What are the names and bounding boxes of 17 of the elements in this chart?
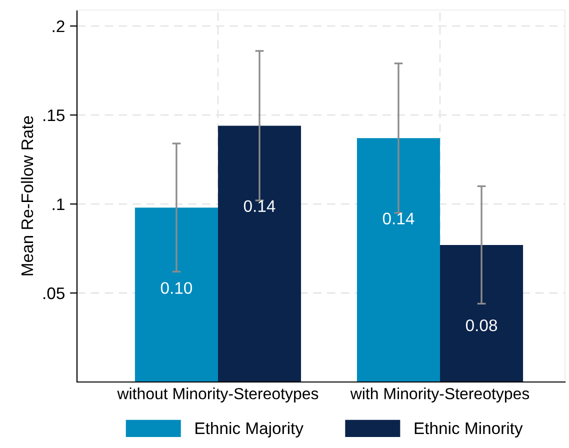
legend-label: Ethnic Majority <box>196 422 304 438</box>
y-tick-label: .05 <box>44 287 64 300</box>
y-tick-label: .2 <box>52 20 64 32</box>
legend-label: Ethnic Minority <box>414 422 523 438</box>
data-label: 0.10 <box>160 282 192 294</box>
bar <box>440 244 524 382</box>
y-tick-label: .15 <box>44 110 64 122</box>
x-tick-label: with Minority-Stereotypes <box>350 388 530 402</box>
bar <box>134 208 218 382</box>
y-tick-label: .1 <box>52 198 64 210</box>
bar <box>218 126 302 382</box>
x-tick-label: without Minority-Stereotypes <box>117 388 318 402</box>
data-label: 0.14 <box>244 200 276 212</box>
bar <box>356 138 440 382</box>
y-axis-title: Mean Re-Follow Rate <box>20 116 34 276</box>
data-label: 0.08 <box>466 319 498 332</box>
data-label: 0.14 <box>382 212 414 224</box>
